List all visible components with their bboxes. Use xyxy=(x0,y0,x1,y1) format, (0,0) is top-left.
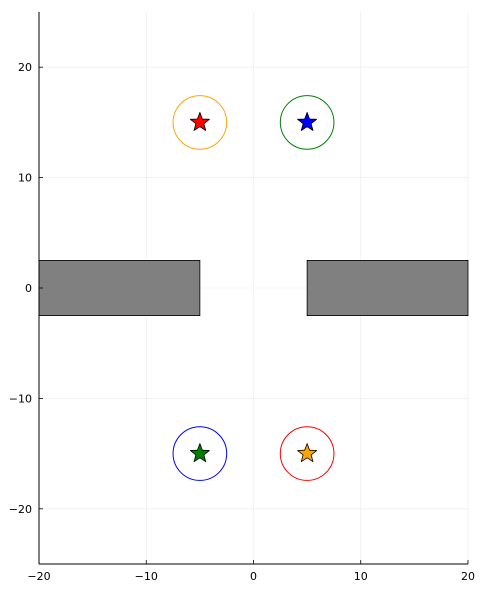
agent-star-marker xyxy=(189,112,210,131)
obstacle-rect xyxy=(38,259,201,316)
goal-circle xyxy=(172,426,228,481)
x-tick-label: 10 xyxy=(354,570,368,583)
axes xyxy=(38,12,469,565)
obstacles xyxy=(38,259,469,316)
y-tick-label: 10 xyxy=(18,172,32,185)
y-tick-label: −20 xyxy=(9,503,32,516)
y-tick-label: 20 xyxy=(18,61,32,74)
tick-labels: −20 −10 0 10 20 −20 −10 0 10 20 xyxy=(9,61,475,583)
goal-circle xyxy=(279,426,335,481)
obstacle-rect xyxy=(306,259,469,316)
y-tick-label: 0 xyxy=(25,282,32,295)
x-tick-label: −10 xyxy=(135,570,158,583)
agent-stars xyxy=(189,112,318,463)
agent-star-marker xyxy=(189,443,210,463)
x-tick-label: −20 xyxy=(27,570,50,583)
agent-star-marker xyxy=(297,112,318,131)
x-tick-label: 0 xyxy=(250,570,257,583)
agent-star-marker xyxy=(297,443,318,463)
goal-circle xyxy=(172,95,228,150)
x-tick-label: 20 xyxy=(461,570,475,583)
goal-circles xyxy=(172,95,335,481)
goal-circle xyxy=(279,95,335,150)
y-tick-label: −10 xyxy=(9,392,32,405)
